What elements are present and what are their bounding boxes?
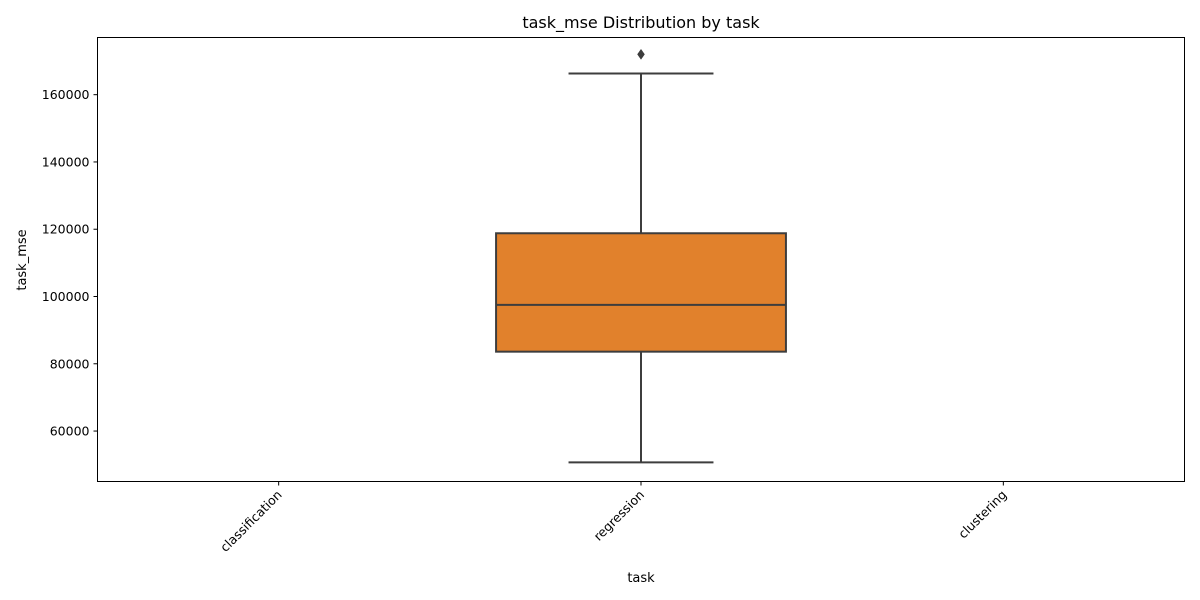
x-tick-label: classification xyxy=(217,487,285,555)
y-axis-label: task_mse xyxy=(15,229,30,290)
y-tick-label: 160000 xyxy=(42,87,90,102)
y-tick-label: 100000 xyxy=(42,289,90,304)
iqr-box xyxy=(495,232,787,353)
y-tick-label: 140000 xyxy=(42,154,90,169)
y-tick-label: 120000 xyxy=(42,222,90,237)
outlier-marker xyxy=(637,48,645,60)
x-tick-label: regression xyxy=(590,487,647,544)
y-tick-label: 80000 xyxy=(50,356,90,371)
y-tick-label: 60000 xyxy=(50,424,90,439)
plot-frame xyxy=(97,37,1185,482)
plot-area: 60000 80000 100000 120000 140000 160000 classi… xyxy=(42,48,1009,555)
x-tick-label: clustering xyxy=(955,487,1009,541)
x-axis-label: task xyxy=(627,571,655,586)
chart-title: task_mse Distribution by task xyxy=(522,13,760,33)
